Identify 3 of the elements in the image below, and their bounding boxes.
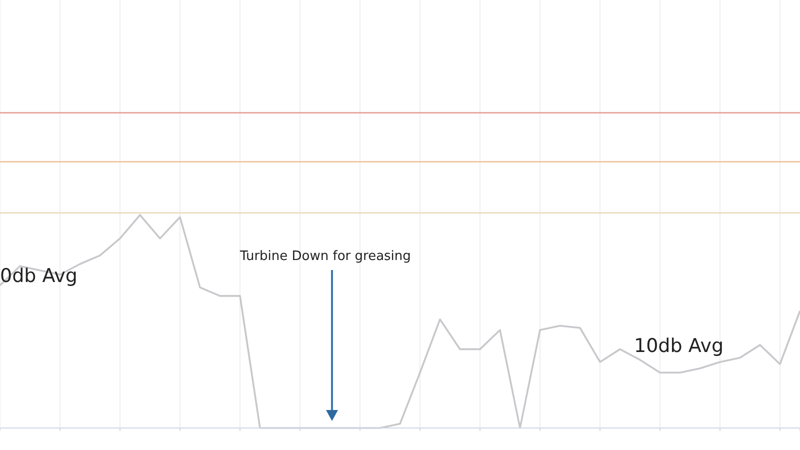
annotation: 10db Avg bbox=[634, 335, 724, 357]
annotation: 0db Avg bbox=[0, 265, 78, 287]
annotation: Turbine Down for greasing bbox=[239, 249, 411, 264]
